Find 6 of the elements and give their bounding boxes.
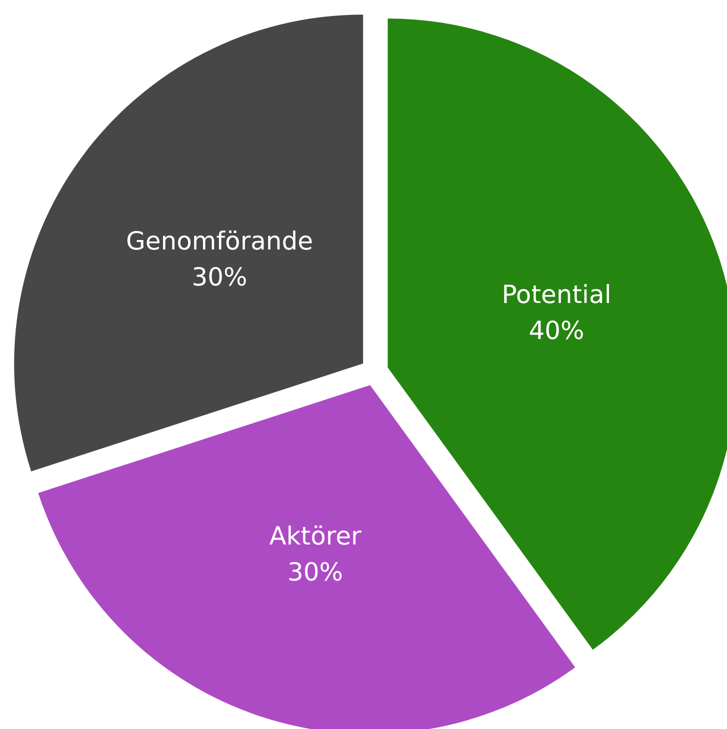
data-label: 30% (192, 262, 248, 292)
slice-label: Potential (502, 280, 612, 310)
data-label: 30% (287, 557, 344, 586)
data-label: 40% (528, 316, 584, 346)
slice-label: Aktörer (269, 521, 362, 550)
slice-label: Genomförande (126, 226, 314, 256)
